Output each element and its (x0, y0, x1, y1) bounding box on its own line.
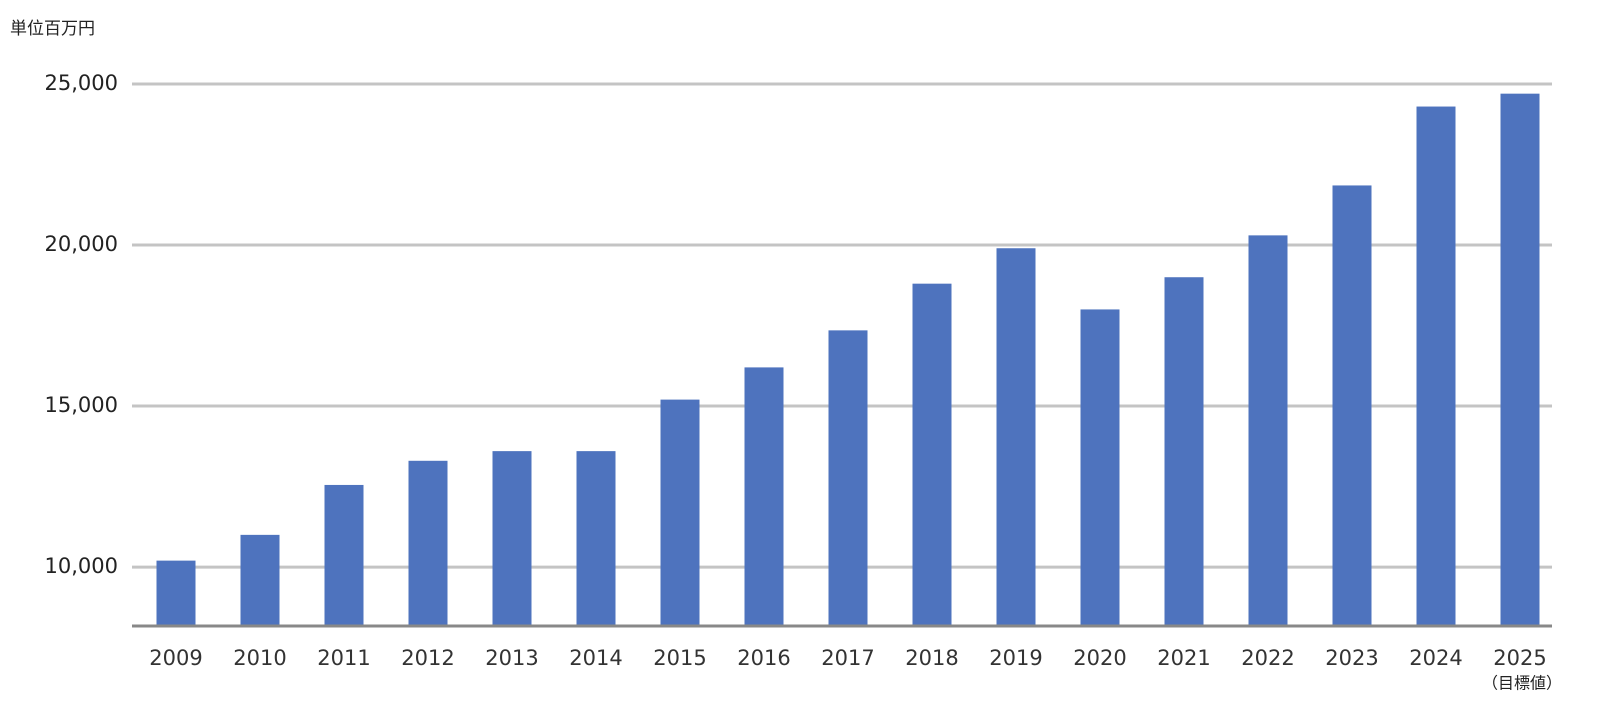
bar (912, 283, 952, 626)
bar (1080, 309, 1120, 626)
x-tick-label: 2017 (821, 646, 874, 670)
bar (240, 534, 280, 626)
x-tick-label: 2010 (233, 646, 286, 670)
y-tick-label: 20,000 (45, 232, 118, 256)
bar (828, 330, 868, 626)
y-tick-label: 15,000 (45, 393, 118, 417)
bar (744, 367, 784, 626)
x-tick-label: 2020 (1073, 646, 1126, 670)
x-tick-label: 2019 (989, 646, 1042, 670)
bars (156, 93, 1540, 627)
bar (1416, 106, 1456, 626)
x-tick-label: 2014 (569, 646, 622, 670)
x-tick-label: 2011 (317, 646, 370, 670)
x-tick-label: 2009 (149, 646, 202, 670)
x-tick-label: 2013 (485, 646, 538, 670)
bar (660, 399, 700, 626)
bar (576, 451, 616, 626)
x-tick-label: 2015 (653, 646, 706, 670)
x-tick-note: （目標値） (1482, 674, 1562, 693)
bar (1164, 277, 1204, 626)
x-tick-label: 2016 (737, 646, 790, 670)
bar (1500, 93, 1540, 626)
bar (156, 560, 196, 626)
y-tick-label: 25,000 (45, 71, 118, 95)
y-axis-unit: 単位百万円 (10, 19, 95, 39)
bar (324, 484, 364, 626)
bar (492, 451, 532, 626)
bar (1332, 185, 1372, 626)
y-tick-label: 10,000 (45, 554, 118, 578)
x-tick-label: 2012 (401, 646, 454, 670)
x-tick-label: 2023 (1325, 646, 1378, 670)
bar (408, 460, 448, 626)
bar (996, 248, 1036, 626)
x-tick-label: 2018 (905, 646, 958, 670)
x-tick-label: 2025 (1493, 646, 1546, 670)
x-tick-label: 2022 (1241, 646, 1294, 670)
bar (1248, 235, 1288, 627)
x-tick-label: 2021 (1157, 646, 1210, 670)
x-tick-label: 2024 (1409, 646, 1462, 670)
